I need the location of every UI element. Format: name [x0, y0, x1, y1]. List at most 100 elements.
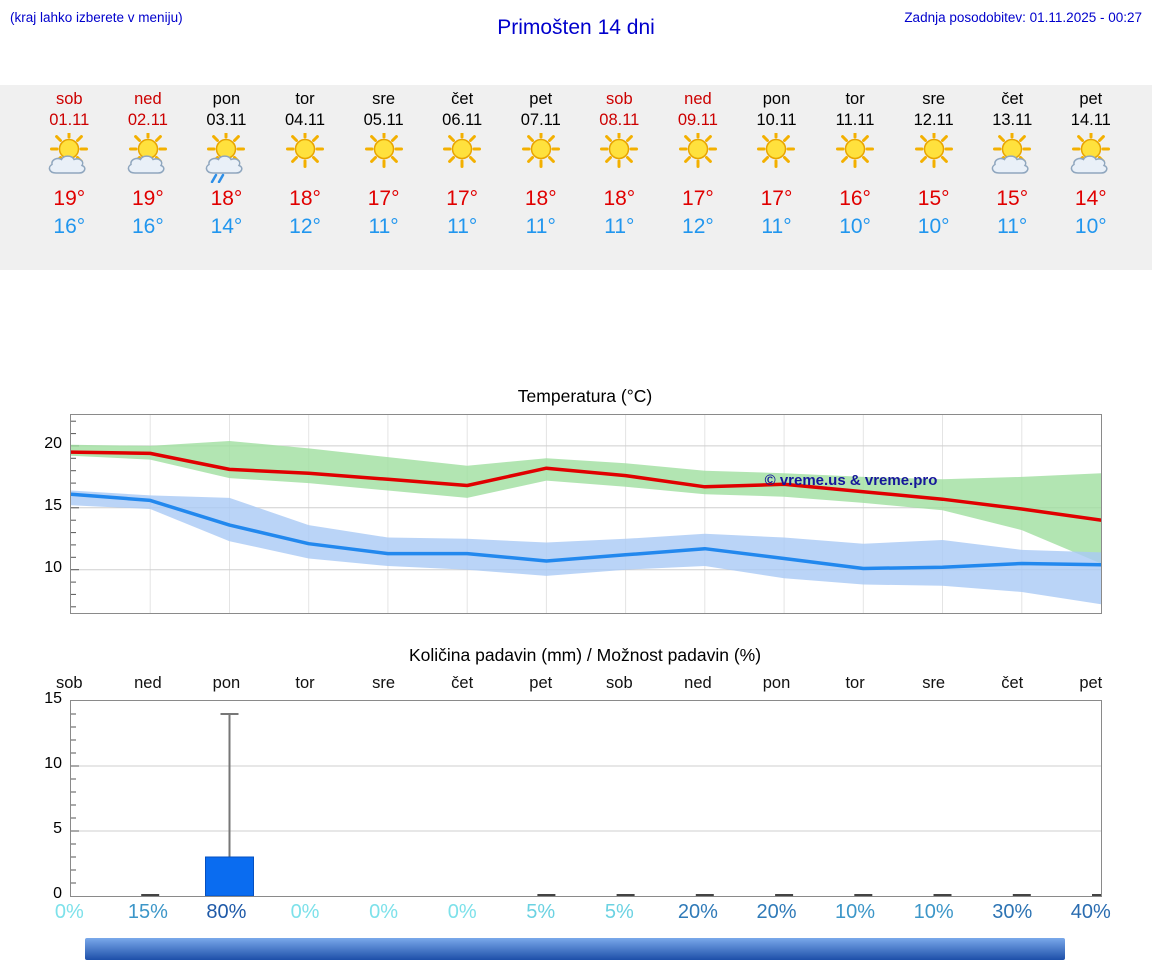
day-date: 13.11 — [992, 111, 1033, 129]
temp-max-line — [71, 450, 1101, 522]
day-column-08.11[interactable]: sob 08.11 18° 11° — [580, 90, 659, 239]
precip-day-label: sob — [55, 674, 83, 692]
temp-ytick-label: 15 — [44, 496, 62, 514]
day-date: 10.11 — [756, 111, 797, 129]
day-high-temp: 18° — [289, 187, 321, 210]
day-date: 12.11 — [913, 111, 954, 129]
day-column-03.11[interactable]: pon 03.11 18° 14° — [187, 90, 266, 239]
watermark: © vreme.us & vreme.pro — [765, 472, 938, 489]
day-column-07.11[interactable]: pet 07.11 18° 11° — [501, 90, 580, 239]
precip-probability: 5% — [526, 901, 556, 923]
precip-ytick-label: 10 — [44, 755, 62, 772]
precip-trace-mark — [537, 894, 556, 896]
day-high-temp: 15° — [917, 187, 950, 210]
precip-day-label: pet — [529, 674, 553, 692]
precip-trace-mark — [695, 894, 714, 896]
day-column-01.11[interactable]: sob 01.11 19° 16° — [30, 90, 109, 239]
sun-icon — [894, 130, 973, 185]
day-high-temp: 16° — [839, 187, 871, 210]
sun-icon — [737, 130, 816, 185]
day-name: tor — [295, 90, 315, 108]
precip-probability: 5% — [604, 901, 634, 923]
day-name: ned — [684, 90, 712, 108]
day-date: 02.11 — [127, 111, 168, 129]
precip-day-label: čet — [1001, 674, 1024, 692]
precip-day-label: tor — [845, 674, 865, 692]
day-column-05.11[interactable]: sre 05.11 17° 11° — [344, 90, 423, 239]
day-name: ned — [134, 90, 162, 108]
precip-probability-row: 0% 15% 80% 0% 0% 0% 5% 5% 20% 20% 10% 10% 30% 40% — [30, 901, 1130, 924]
day-column-10.11[interactable]: pon 10.11 17° 11° — [737, 90, 816, 239]
day-low-temp: 11° — [604, 215, 635, 238]
day-name: pet — [529, 90, 553, 108]
day-name: čet — [1001, 90, 1024, 108]
day-column-09.11[interactable]: ned 09.11 17° 12° — [659, 90, 738, 239]
day-high-temp: 14° — [1074, 187, 1107, 210]
day-column-13.11[interactable]: čet 13.11 15° 11° — [973, 90, 1052, 239]
day-low-temp: 11° — [368, 215, 399, 238]
precip-day-label: ned — [684, 674, 712, 692]
day-column-04.11[interactable]: tor 04.11 18° 12° — [266, 90, 345, 239]
precip-bar — [205, 856, 254, 896]
precip-day-label: ned — [134, 674, 162, 692]
day-date: 08.11 — [599, 111, 640, 129]
day-low-temp: 11° — [761, 215, 792, 238]
precip-probability: 0% — [369, 901, 399, 923]
day-low-temp: 10° — [1074, 215, 1107, 238]
forecast-strip: sob 01.11 19° 16° ned 02.11 19° 16° pon 03.11 18° 1… — [0, 85, 1152, 270]
day-date: 07.11 — [520, 111, 561, 129]
temp-min-line — [71, 492, 1101, 571]
temperature-chart-title: Temperatura (°C) — [517, 386, 653, 406]
day-date: 14.11 — [1070, 111, 1111, 129]
page-title: Primošten 14 dni — [497, 16, 655, 39]
day-name: sre — [372, 90, 396, 108]
min-range-band — [71, 490, 1101, 605]
precip-trace-mark — [933, 894, 952, 896]
day-low-temp: 14° — [210, 215, 243, 238]
day-high-temp: 18° — [210, 187, 243, 210]
precip-trace-mark — [775, 894, 794, 896]
day-low-temp: 10° — [839, 215, 871, 238]
day-high-temp: 18° — [524, 187, 557, 210]
precip-day-label: sre — [922, 674, 946, 692]
precip-trace-mark — [854, 894, 873, 896]
day-date: 04.11 — [284, 111, 326, 129]
precip-trace-mark — [1012, 894, 1031, 896]
day-high-temp: 19° — [131, 187, 164, 210]
day-date: 09.11 — [677, 111, 718, 129]
precip-day-label: pon — [212, 674, 241, 692]
sun-cloud-icon — [30, 130, 109, 185]
day-column-02.11[interactable]: ned 02.11 19° 16° — [109, 90, 188, 239]
day-column-06.11[interactable]: čet 06.11 17° 11° — [423, 90, 502, 239]
day-high-temp: 17° — [760, 187, 793, 210]
sun-cloud-icon — [973, 130, 1052, 185]
day-column-14.11[interactable]: pet 14.11 14° 10° — [1052, 90, 1131, 239]
precip-probability: 30% — [992, 901, 1033, 923]
day-high-temp: 17° — [682, 187, 714, 210]
sun-cloud-icon — [1052, 130, 1131, 185]
temperature-chart: © vreme.us & vreme.pro — [70, 414, 1102, 614]
day-column-11.11[interactable]: tor 11.11 16° 10° — [816, 90, 895, 239]
precip-trace-mark — [616, 894, 635, 896]
day-name: sob — [606, 90, 633, 108]
precip-chart-title: Količina padavin (mm) / Možnost padavin … — [408, 645, 762, 665]
sun-icon — [501, 130, 580, 185]
day-low-temp: 12° — [682, 215, 714, 238]
day-name: sob — [55, 90, 83, 108]
day-high-temp: 17° — [446, 187, 479, 210]
precip-trace-mark — [1092, 894, 1101, 896]
day-name: tor — [845, 90, 865, 108]
day-column-12.11[interactable]: sre 12.11 15° 10° — [894, 90, 973, 239]
day-low-temp: 11° — [525, 215, 556, 238]
day-low-temp: 10° — [917, 215, 950, 238]
sun-icon — [659, 130, 738, 185]
precip-chart — [70, 700, 1102, 897]
footer-bar — [85, 938, 1065, 960]
day-name: pon — [212, 90, 241, 108]
precip-day-label: pon — [762, 674, 791, 692]
forecast-days-row: sob 01.11 19° 16° ned 02.11 19° 16° pon 03.11 18° 1… — [30, 90, 1130, 239]
precip-ytick-label: 0 — [53, 885, 62, 902]
day-name: pon — [762, 90, 791, 108]
day-low-temp: 16° — [53, 215, 86, 238]
